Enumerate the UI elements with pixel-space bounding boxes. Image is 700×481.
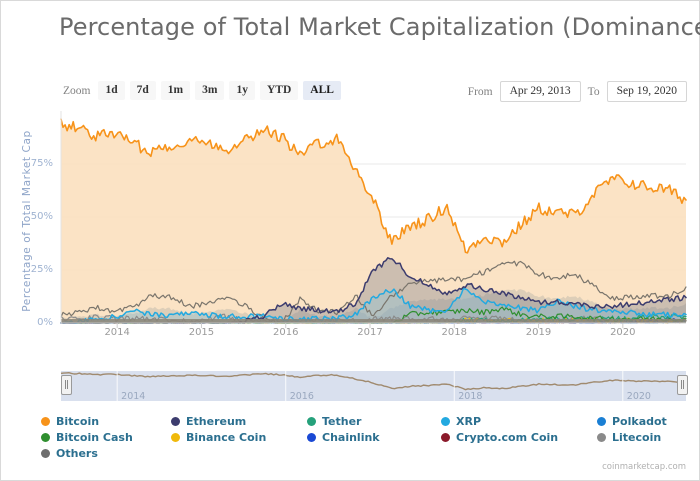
series-line-bitcoin bbox=[60, 118, 687, 254]
legend-item-bitcoin[interactable]: Bitcoin bbox=[41, 415, 99, 428]
navigator-svg[interactable] bbox=[1, 367, 700, 407]
legend-marker-icon bbox=[41, 449, 50, 458]
page-title: Percentage of Total Market Capitalizatio… bbox=[59, 13, 700, 41]
zoom-label: Zoom bbox=[63, 84, 91, 97]
series-area-bitcoin bbox=[61, 119, 686, 323]
x-tick-label: 2014 bbox=[104, 327, 130, 338]
range-selector: Zoom 1d 7d 1m 3m 1y YTD ALL From Apr 29, 2013 … bbox=[1, 81, 700, 105]
series-area-xrp bbox=[61, 288, 686, 323]
to-date-input[interactable]: Sep 19, 2020 bbox=[606, 81, 687, 102]
from-date-input[interactable]: Apr 29, 2013 bbox=[499, 81, 581, 102]
to-label: To bbox=[587, 85, 600, 98]
legend-item-tether[interactable]: Tether bbox=[307, 415, 361, 428]
x-tick-label: 2015 bbox=[188, 327, 215, 338]
zoom-button-7d[interactable]: 7d bbox=[129, 81, 156, 100]
chart-navigator[interactable]: 2014 2016 2018 2020 bbox=[1, 367, 700, 407]
y-tick-label: 50% bbox=[30, 211, 53, 222]
legend-item-crypto-com-coin[interactable]: Crypto.com Coin bbox=[441, 431, 558, 444]
zoom-button-1y[interactable]: 1y bbox=[229, 81, 255, 100]
legend-item-chainlink[interactable]: Chainlink bbox=[307, 431, 380, 444]
chart-legend: Bitcoin Ethereum Tether XRP Polkadot Bitcoin… bbox=[41, 415, 681, 463]
legend-item-label: Polkadot bbox=[612, 415, 667, 428]
navigator-tick-label: 2020 bbox=[626, 391, 651, 402]
x-axis-ticks: 2014 2015 2016 2017 2018 2019 2020 bbox=[1, 327, 700, 347]
legend-item-litecoin[interactable]: Litecoin bbox=[597, 431, 661, 444]
series-line-others bbox=[60, 260, 687, 324]
x-tick-label: 2016 bbox=[272, 327, 299, 338]
legend-item-label: Binance Coin bbox=[186, 431, 267, 444]
zoom-button-3m[interactable]: 3m bbox=[195, 81, 225, 100]
zoom-button-ytd[interactable]: YTD bbox=[259, 81, 299, 100]
legend-item-label: Bitcoin bbox=[56, 415, 100, 428]
x-tick-label: 2019 bbox=[525, 327, 552, 338]
series-area-ethereum bbox=[61, 257, 686, 323]
y-axis-ticks: 0% 25% 50% 75% bbox=[9, 105, 53, 365]
legend-item-label: Crypto.com Coin bbox=[456, 431, 559, 444]
y-tick-label: 25% bbox=[30, 264, 53, 275]
legend-row: Bitcoin Ethereum Tether XRP Polkadot bbox=[41, 415, 681, 431]
navigator-handle-right[interactable] bbox=[677, 375, 688, 395]
legend-item-ethereum[interactable]: Ethereum bbox=[171, 415, 246, 428]
legend-marker-icon bbox=[171, 433, 180, 442]
y-tick-label: 0% bbox=[37, 317, 53, 328]
x-tick-label: 2017 bbox=[357, 327, 383, 338]
x-tick-label: 2020 bbox=[610, 327, 636, 338]
zoom-button-1m[interactable]: 1m bbox=[160, 81, 191, 100]
navigator-tick-label: 2018 bbox=[458, 391, 483, 402]
legend-row: Bitcoin Cash Binance Coin Chainlink Crypto.… bbox=[41, 431, 681, 447]
legend-item-label: Litecoin bbox=[612, 431, 662, 444]
source-credit: coinmarketcap.com bbox=[602, 462, 686, 472]
legend-item-binance-coin[interactable]: Binance Coin bbox=[171, 431, 266, 444]
legend-item-label: XRP bbox=[456, 415, 482, 428]
zoom-button-1d[interactable]: 1d bbox=[98, 81, 125, 100]
y-tick-label: 75% bbox=[30, 158, 53, 169]
from-label: From bbox=[467, 85, 493, 98]
legend-item-polkadot[interactable]: Polkadot bbox=[597, 415, 667, 428]
legend-item-bitcoin-cash[interactable]: Bitcoin Cash bbox=[41, 431, 133, 444]
legend-marker-icon bbox=[41, 433, 50, 442]
legend-item-others[interactable]: Others bbox=[41, 447, 98, 460]
legend-item-label: Chainlink bbox=[322, 431, 380, 444]
legend-marker-icon bbox=[41, 417, 50, 426]
x-tick-label: 2018 bbox=[441, 327, 467, 338]
series-area-others bbox=[61, 289, 686, 323]
navigator-handle-left[interactable] bbox=[61, 375, 72, 395]
legend-item-label: Bitcoin Cash bbox=[56, 431, 133, 444]
legend-marker-icon bbox=[307, 433, 316, 442]
chart-plot-area: Percentage of Total Market Cap 0% 25% 50% 7… bbox=[1, 105, 700, 365]
legend-marker-icon bbox=[597, 433, 606, 442]
legend-item-xrp[interactable]: XRP bbox=[441, 415, 481, 428]
legend-item-label: Tether bbox=[322, 415, 362, 428]
navigator-tick-label: 2014 bbox=[121, 391, 146, 402]
zoom-button-all[interactable]: ALL bbox=[303, 81, 341, 100]
legend-marker-icon bbox=[597, 417, 606, 426]
legend-row: Others bbox=[41, 447, 681, 463]
zoom-button-group: Zoom 1d 7d 1m 3m 1y YTD ALL bbox=[63, 81, 346, 100]
legend-marker-icon bbox=[307, 417, 316, 426]
navigator-tick-label: 2016 bbox=[289, 391, 314, 402]
legend-marker-icon bbox=[441, 433, 450, 442]
legend-marker-icon bbox=[171, 417, 180, 426]
legend-marker-icon bbox=[441, 417, 450, 426]
chart-svg[interactable] bbox=[1, 105, 700, 365]
navigator-series-line bbox=[60, 372, 687, 391]
date-range-group: From Apr 29, 2013 To Sep 19, 2020 bbox=[461, 81, 687, 102]
legend-item-label: Ethereum bbox=[186, 415, 247, 428]
legend-item-label: Others bbox=[56, 447, 98, 460]
